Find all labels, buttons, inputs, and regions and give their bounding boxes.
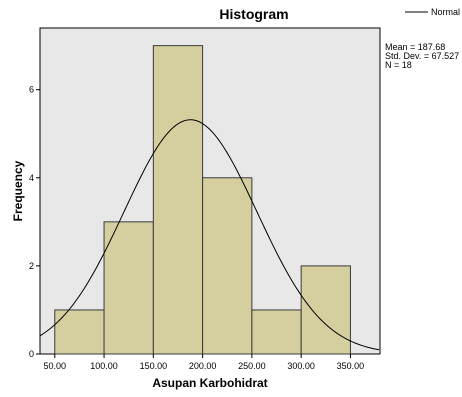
- x-axis: 50.00 100.00 150.00 200.00 250.00 300.00 350.0…: [44, 354, 365, 371]
- x-tick-label: 200.00: [189, 361, 217, 371]
- x-tick-label: 100.00: [90, 361, 118, 371]
- x-tick-label: 150.00: [140, 361, 168, 371]
- y-axis-title: Frequency: [11, 160, 25, 221]
- stats-box: Mean = 187.68 Std. Dev. = 67.527 N = 18: [385, 42, 459, 70]
- x-tick-label: 300.00: [287, 361, 315, 371]
- histogram-bar-4: [202, 177, 253, 355]
- histogram-bar-5: [251, 309, 302, 355]
- x-axis-title: Asupan Karbohidrat: [152, 376, 267, 390]
- legend: Normal: [405, 7, 460, 17]
- y-axis: 0 2 4 6: [29, 85, 40, 359]
- stat-n: N = 18: [385, 60, 412, 70]
- y-tick-label: 6: [29, 85, 34, 95]
- histogram-bar-2: [103, 221, 154, 355]
- legend-label: Normal: [431, 7, 460, 17]
- y-tick-label: 2: [29, 261, 34, 271]
- x-tick-label: 50.00: [44, 361, 67, 371]
- y-tick-label: 0: [29, 349, 34, 359]
- x-tick-label: 350.00: [337, 361, 365, 371]
- normal-curve: [39, 119, 380, 351]
- y-tick-label: 4: [29, 173, 34, 183]
- chart-title: Histogram: [219, 6, 288, 22]
- stat-std-dev: Std. Dev. = 67.527: [385, 51, 459, 61]
- histogram-bar-6: [300, 265, 351, 355]
- bars: [54, 45, 351, 355]
- histogram-bar-3: [152, 45, 204, 355]
- x-tick-label: 250.00: [238, 361, 266, 371]
- stat-mean: Mean = 187.68: [385, 42, 445, 52]
- histogram-bar-1: [54, 309, 105, 355]
